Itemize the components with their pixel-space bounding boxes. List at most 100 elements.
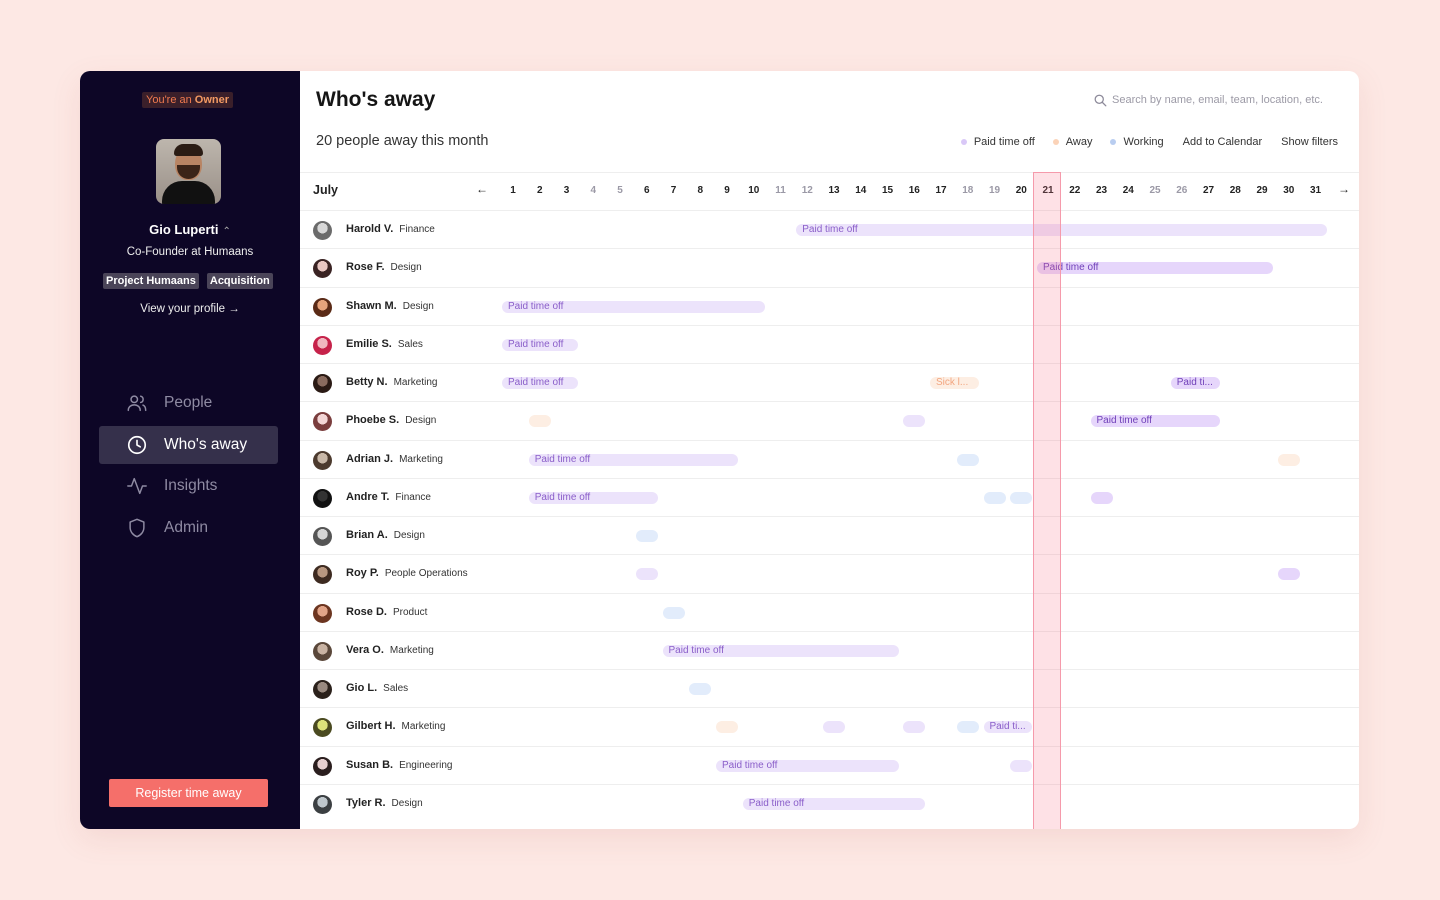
paid-bar[interactable]: Paid time off: [662, 644, 899, 657]
person-row[interactable]: Gio L. Sales: [300, 669, 1359, 707]
person-avatar[interactable]: [313, 412, 332, 432]
paid-bar[interactable]: Paid time off: [796, 224, 1327, 236]
person-avatar[interactable]: [313, 297, 332, 317]
person-row[interactable]: Rose D. Product: [300, 592, 1359, 631]
next-month-arrow[interactable]: →: [1338, 182, 1350, 196]
person-row[interactable]: Tyler R. Design Paid time off: [300, 783, 1359, 822]
person-avatar[interactable]: [313, 221, 332, 240]
person-avatar[interactable]: [313, 259, 332, 279]
person-avatar[interactable]: [313, 718, 332, 738]
user-name[interactable]: Gio Luperti ⌃: [80, 222, 300, 237]
person-avatar[interactable]: [313, 680, 332, 699]
search-input[interactable]: Search by name, email, team, location, e…: [1093, 91, 1343, 109]
paid-bar[interactable]: Paid time off: [502, 377, 578, 389]
paid-bar[interactable]: Paid time off: [502, 300, 765, 313]
person-avatar[interactable]: [313, 527, 332, 546]
person-name[interactable]: Susan B. Engineering: [346, 759, 452, 771]
person-name[interactable]: Roy P. People Operations: [346, 567, 468, 579]
person-row[interactable]: Vera O. Marketing Paid time off: [300, 630, 1359, 669]
person-name[interactable]: Harold V. Finance: [346, 223, 435, 235]
sick-bar[interactable]: [1277, 453, 1300, 466]
paid-bar[interactable]: Paid time off: [528, 491, 658, 504]
person-avatar[interactable]: [313, 756, 332, 776]
day-header-27: 27: [1202, 185, 1215, 196]
person-avatar[interactable]: [313, 565, 332, 585]
person-avatar[interactable]: [313, 335, 332, 355]
working-bar[interactable]: [956, 721, 979, 734]
sick-bar[interactable]: [528, 415, 551, 428]
paid-bar[interactable]: [823, 721, 845, 734]
person-row[interactable]: Roy P. People Operations: [300, 554, 1359, 592]
paid-bar[interactable]: Paid time off: [716, 759, 899, 772]
day-header-31: 31: [1309, 185, 1322, 196]
paid-bar[interactable]: [903, 721, 926, 734]
person-row[interactable]: Shawn M. Design Paid time off: [300, 286, 1359, 325]
sidebar-item-admin[interactable]: Admin: [99, 509, 278, 547]
person-name[interactable]: Betty N. Marketing: [346, 376, 437, 388]
paid-bar[interactable]: [903, 415, 926, 428]
paid-bar[interactable]: [1277, 568, 1300, 581]
working-bar[interactable]: [689, 683, 712, 695]
register-time-away-button[interactable]: Register time away: [109, 779, 268, 807]
person-name[interactable]: Gilbert H. Marketing: [346, 720, 445, 732]
person-row[interactable]: Gilbert H. Marketing Paid ti...: [300, 707, 1359, 745]
paid-bar[interactable]: Paid time off: [528, 453, 738, 466]
person-avatar[interactable]: [313, 641, 332, 661]
working-bar[interactable]: [983, 491, 1006, 504]
paid-bar[interactable]: Paid time off: [742, 797, 926, 810]
paid-bar[interactable]: [635, 568, 658, 581]
person-row[interactable]: Adrian J. Marketing Paid time off: [300, 439, 1359, 478]
add-to-calendar-button[interactable]: Add to Calendar: [1182, 136, 1263, 148]
sidebar-item-people[interactable]: People: [99, 384, 278, 422]
paid-bar[interactable]: Paid time off: [1037, 262, 1273, 275]
person-row[interactable]: Harold V. Finance Paid time off: [300, 210, 1359, 248]
working-bar[interactable]: [956, 453, 979, 466]
person-name[interactable]: Emilie S. Sales: [346, 338, 423, 350]
person-team: Engineering: [399, 759, 453, 771]
sidebar-item-insights[interactable]: Insights: [99, 467, 278, 505]
tag-project[interactable]: Project Humaans: [103, 273, 199, 289]
paid-bar[interactable]: Paid time off: [1090, 415, 1220, 428]
working-bar[interactable]: [1010, 491, 1033, 504]
person-name[interactable]: Andre T. Finance: [346, 491, 431, 503]
person-name[interactable]: Brian A. Design: [346, 529, 425, 541]
person-name[interactable]: Rose D. Product: [346, 606, 427, 618]
person-row[interactable]: Brian A. Design: [300, 516, 1359, 554]
activity-icon: [127, 477, 147, 495]
view-profile-link[interactable]: View your profile →: [140, 303, 240, 315]
person-name[interactable]: Rose F. Design: [346, 261, 422, 273]
person-name[interactable]: Phoebe S. Design: [346, 414, 436, 426]
person-name[interactable]: Gio L. Sales: [346, 682, 408, 694]
tag-team[interactable]: Acquisition: [206, 273, 273, 289]
sidebar-item-whos-away[interactable]: Who's away: [99, 425, 278, 464]
working-bar[interactable]: [662, 606, 685, 619]
sick-bar[interactable]: [716, 721, 738, 734]
person-row[interactable]: Emilie S. Sales Paid time off: [300, 324, 1359, 363]
person-name[interactable]: Vera O. Marketing: [346, 644, 434, 656]
working-bar[interactable]: [635, 530, 658, 542]
person-row[interactable]: Rose F. Design Paid time off: [300, 248, 1359, 286]
person-team: People Operations: [384, 568, 468, 580]
person-avatar[interactable]: [313, 488, 332, 508]
show-filters-button[interactable]: Show filters: [1281, 136, 1338, 148]
paid-bar[interactable]: [1090, 491, 1113, 504]
chevron-updown-icon[interactable]: ⌃: [222, 226, 231, 237]
person-name[interactable]: Shawn M. Design: [346, 300, 434, 312]
paid-bar[interactable]: [1010, 759, 1033, 772]
person-avatar[interactable]: [313, 603, 332, 623]
user-avatar[interactable]: [156, 139, 221, 204]
person-avatar[interactable]: [313, 374, 332, 393]
paid-bar[interactable]: Paid time off: [502, 338, 578, 351]
prev-month-arrow[interactable]: ←: [476, 182, 488, 196]
person-row[interactable]: Susan B. Engineering Paid time off: [300, 745, 1359, 784]
person-row[interactable]: Andre T. Finance Paid time off: [300, 477, 1359, 516]
person-name[interactable]: Tyler R. Design: [346, 797, 423, 809]
paid-bar[interactable]: Paid ti...: [1170, 377, 1220, 389]
sick-bar[interactable]: Sick l...: [930, 377, 979, 389]
person-row[interactable]: Betty N. Marketing Paid time off Sick l... P…: [300, 363, 1359, 401]
paid-bar[interactable]: Paid ti...: [983, 721, 1033, 734]
person-avatar[interactable]: [313, 794, 332, 814]
person-row[interactable]: Phoebe S. Design Paid time off: [300, 401, 1359, 439]
person-avatar[interactable]: [313, 450, 332, 470]
person-name[interactable]: Adrian J. Marketing: [346, 453, 443, 465]
